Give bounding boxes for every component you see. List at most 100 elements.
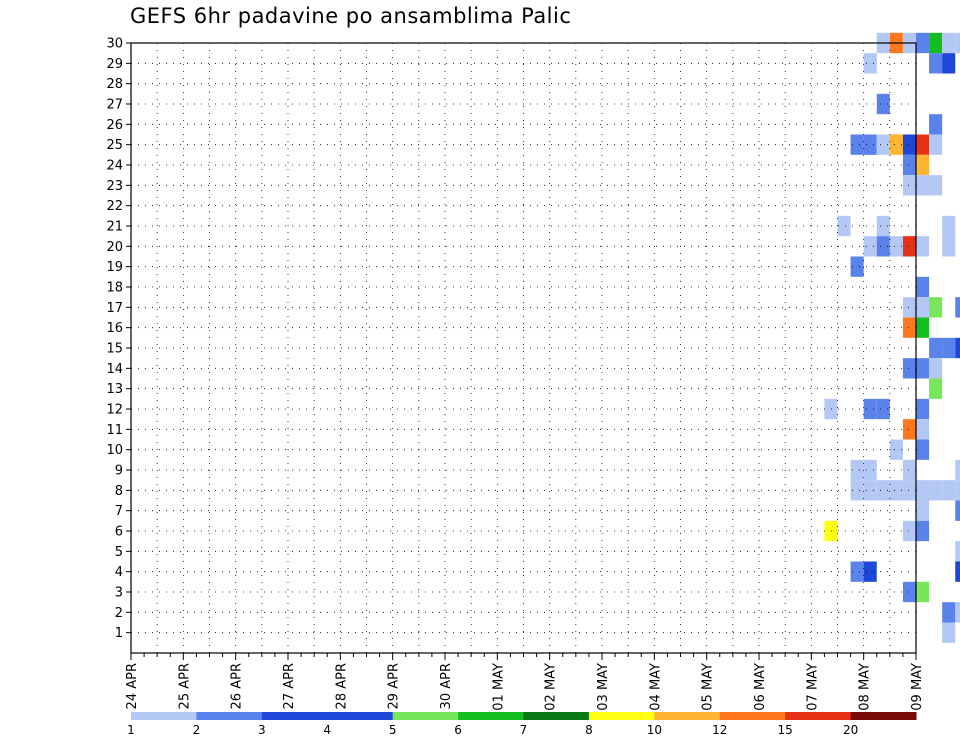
heatmap-cell [902,419,916,440]
x-tick-label: 26 APR [230,663,245,709]
y-tick-label: 21 [106,220,123,235]
heatmap-cell [916,32,930,54]
y-tick-label: 12 [106,403,123,418]
y-tick-label: 7 [115,504,123,519]
heatmap-cell [942,337,956,359]
y-tick-label: 16 [106,321,123,336]
legend-label: 4 [323,723,331,737]
y-tick-label: 30 [106,37,123,52]
heatmap-cell [916,317,930,338]
y-tick-label: 24 [106,159,123,174]
y-tick-label: 19 [106,260,123,275]
y-tick-label: 22 [106,199,123,214]
legend-swatch [392,712,459,720]
heatmap-cell [955,541,960,562]
heatmap-cell [850,256,864,277]
x-tick-label: 27 APR [282,663,297,709]
heatmap-cell [876,480,890,501]
heatmap-cell [916,581,930,603]
y-tick-label: 1 [115,626,123,641]
heatmap-cell [850,459,864,481]
heatmap-cell [955,500,960,521]
heatmap-cell [876,134,890,155]
y-tick-label: 25 [106,138,123,153]
heatmap-cell [902,520,916,542]
x-axis: 24 APR 25 APR 26 APR 27 APR 28 APR 29 APR 30 A… [125,653,925,711]
legend-label: 3 [258,723,266,737]
x-tick-label: 30 APR [439,663,454,709]
heatmap-cell [916,236,930,257]
heatmap-cell [902,459,916,481]
heatmap-cell [889,480,903,501]
legend-label: 20 [843,723,858,737]
legend-swatch [196,712,263,720]
legend-label: 5 [389,723,397,737]
y-tick-label: 9 [115,464,123,479]
x-tick-label: 03 MAY [596,663,611,711]
y-tick-label: 20 [106,240,123,255]
legend-label: 10 [647,723,662,737]
y-tick-label: 11 [106,423,123,438]
x-tick-label: 05 MAY [701,663,716,711]
heatmap-cell [902,134,916,155]
heatmap-cell [902,175,916,196]
heatmap-cell [955,297,960,318]
legend-swatch [785,712,852,720]
heatmap-cell [902,317,916,338]
x-tick-label: 25 APR [177,663,192,709]
heatmap-cell [955,561,960,582]
heatmap-cell [902,480,916,501]
heatmap-cell [916,358,930,379]
heatmap-cell [942,602,956,623]
y-tick-label: 27 [106,98,123,113]
heatmap-cell [929,378,943,399]
heatmap-cell [889,439,903,460]
legend-label: 12 [712,723,727,737]
y-tick-label: 4 [115,565,123,580]
heatmap-cell [916,154,930,176]
heatmap-cell [942,53,956,74]
color-legend: 1 2 3 4 5 6 7 8 10 12 15 20 [127,712,917,737]
heatmap-cell [916,297,930,318]
heatmap-cell [916,480,930,501]
x-tick-label: 08 MAY [858,663,873,711]
heatmap-cell [889,236,903,257]
y-tick-label: 6 [115,525,123,540]
heatmap-cell [916,520,930,542]
y-tick-label: 3 [115,586,123,601]
heatmap-cell [876,398,890,420]
legend-label: 2 [193,723,201,737]
y-tick-label: 26 [106,118,123,133]
heatmap-cell [916,276,930,298]
heatmap-cell [824,520,838,542]
heatmap-cell [942,215,956,237]
y-tick-label: 13 [106,382,123,397]
heatmap-cell [929,32,943,54]
heatmap-cell [916,500,930,521]
x-tick-label: 04 MAY [648,663,663,711]
y-tick-label: 17 [106,301,123,316]
y-tick-label: 14 [106,362,123,377]
y-axis: 1234567891011121314151617181920212223242… [106,37,131,641]
y-tick-label: 8 [115,484,123,499]
heatmap-cell [850,134,864,155]
x-tick-label: 09 MAY [910,663,925,711]
legend-swatch [458,712,524,720]
grid-lines [131,42,916,653]
x-tick-label: 24 APR [125,663,140,709]
heatmap-cell [863,459,877,481]
heatmap-cell [942,236,956,257]
legend-swatch [523,712,590,720]
heatmap-cell [942,480,956,501]
heatmap-cell [955,480,960,501]
heatmap-cell [902,154,916,176]
heatmap-cell [876,215,890,237]
heatmap-cell [824,398,838,420]
y-tick-label: 5 [115,545,123,560]
legend-swatch [131,712,197,720]
y-tick-label: 29 [106,57,123,72]
legend-swatch [588,712,655,720]
heatmap-cell [929,114,943,135]
heatmap-cell [929,297,943,318]
